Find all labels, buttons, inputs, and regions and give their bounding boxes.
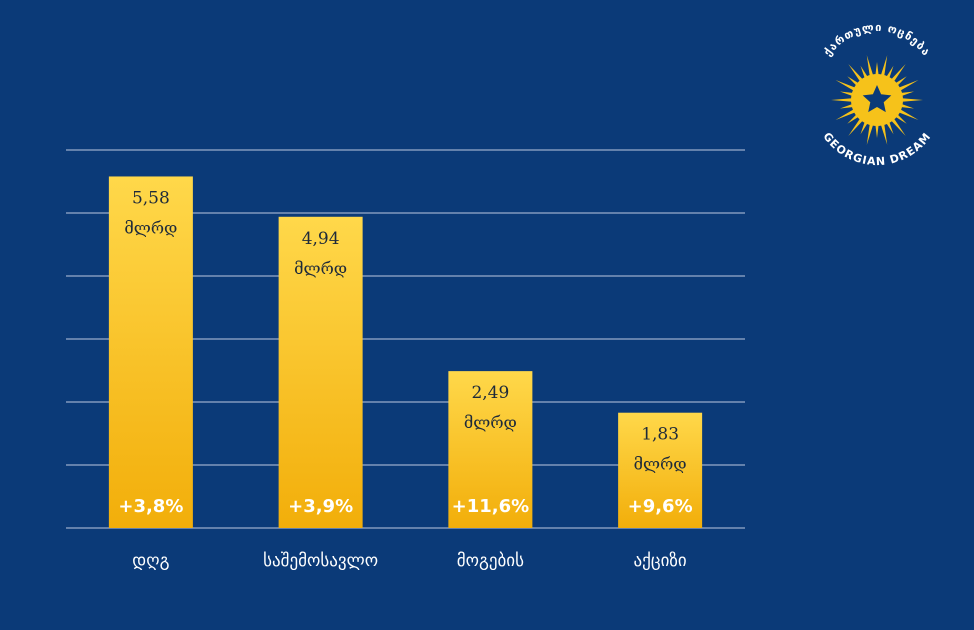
bar-growth-label: +11,6% xyxy=(452,496,530,517)
bar-value-label: 1,83 xyxy=(641,425,679,445)
bar-value-label: 5,58 xyxy=(132,188,170,208)
bar-value-label: 2,49 xyxy=(471,383,509,403)
sun-ray xyxy=(895,107,919,120)
sun-ray xyxy=(835,107,859,120)
bar xyxy=(108,176,193,528)
star-icon xyxy=(862,85,892,113)
sun-ray xyxy=(879,120,888,145)
sun-ray xyxy=(866,120,875,145)
sun-ray xyxy=(848,64,865,85)
category-label: აქციზი xyxy=(634,551,687,571)
sun-ray xyxy=(895,80,919,93)
category-label: დღგ xyxy=(132,551,169,571)
bar xyxy=(448,371,533,528)
sun-ray xyxy=(898,98,923,102)
sun-ray xyxy=(831,98,856,102)
category-label: მოგების xyxy=(457,551,524,571)
sun-ray xyxy=(866,55,875,80)
bar-unit-label: მლრდ xyxy=(634,455,687,474)
sun-ray xyxy=(879,55,888,80)
bar xyxy=(618,412,703,528)
labels: 5,58 მლრდ +3,8% დღგ 4,94 მლრდ +3,9% საშემოსავლო… xyxy=(118,188,692,571)
bar-growth-label: +3,9% xyxy=(288,496,353,517)
sun-ray xyxy=(835,80,859,93)
bar-unit-label: მლრდ xyxy=(294,259,347,278)
bar-unit-label: მლრდ xyxy=(124,218,177,237)
bar-value-label: 4,94 xyxy=(302,229,340,249)
category-label: საშემოსავლო xyxy=(263,551,378,571)
bar xyxy=(278,216,363,528)
sun-ray xyxy=(889,64,906,85)
bar-unit-label: მლრდ xyxy=(464,413,517,432)
bar-growth-label: +3,8% xyxy=(118,496,183,517)
bar-growth-label: +9,6% xyxy=(628,496,693,517)
logo-top-text: ქართული ოცნება xyxy=(821,21,933,59)
sun-ray xyxy=(889,115,906,136)
bars xyxy=(108,176,703,528)
sun-ray xyxy=(848,115,865,136)
